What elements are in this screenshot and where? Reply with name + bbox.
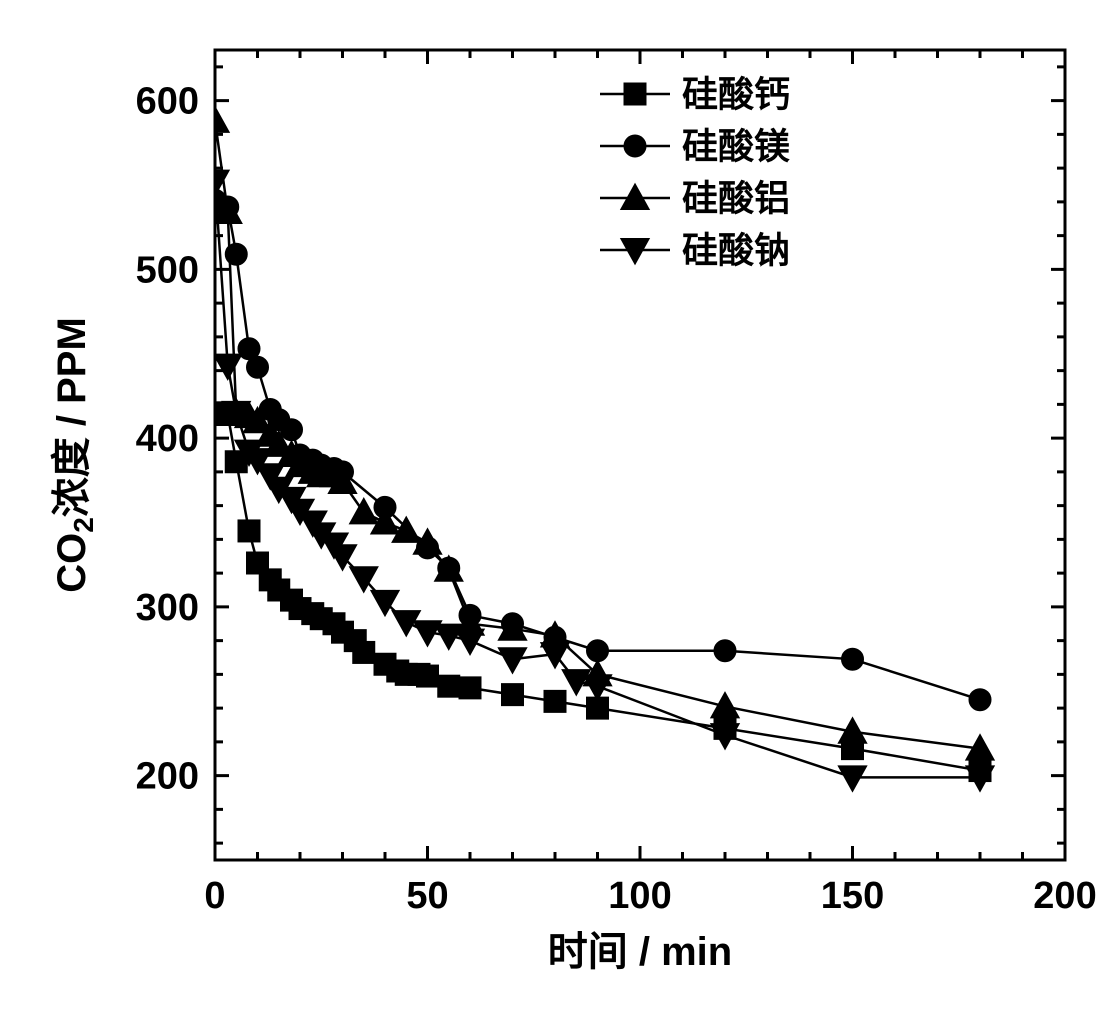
y-tick-label: 300 (136, 587, 199, 629)
x-tick-label: 0 (204, 875, 225, 917)
x-tick-label: 150 (821, 875, 884, 917)
chart-container: 0 50 100 150 200 200 300 400 500 600 时间 / min CO2浓度… (0, 0, 1105, 1015)
y-tick-label: 600 (136, 81, 199, 123)
x-tick-label: 100 (608, 875, 671, 917)
y-tick-label: 400 (136, 418, 199, 460)
y-tick-label: 200 (136, 756, 199, 798)
x-tick-label: 200 (1033, 875, 1096, 917)
svg-text:CO2浓度 / PPM: CO2浓度 / PPM (50, 317, 99, 593)
y-tick-label: 500 (136, 249, 199, 291)
chart-svg: 0 50 100 150 200 200 300 400 500 600 时间 / min CO2浓度… (0, 0, 1105, 1015)
y-axis-label: CO2浓度 / PPM (50, 317, 99, 593)
x-axis-label: 时间 / min (548, 930, 732, 974)
legend-label: 硅酸钙 (682, 74, 790, 115)
legend-label: 硅酸镁 (682, 126, 790, 167)
legend-label: 硅酸钠 (682, 230, 790, 271)
legend-label: 硅酸铝 (682, 178, 790, 219)
x-tick-label: 50 (406, 875, 448, 917)
